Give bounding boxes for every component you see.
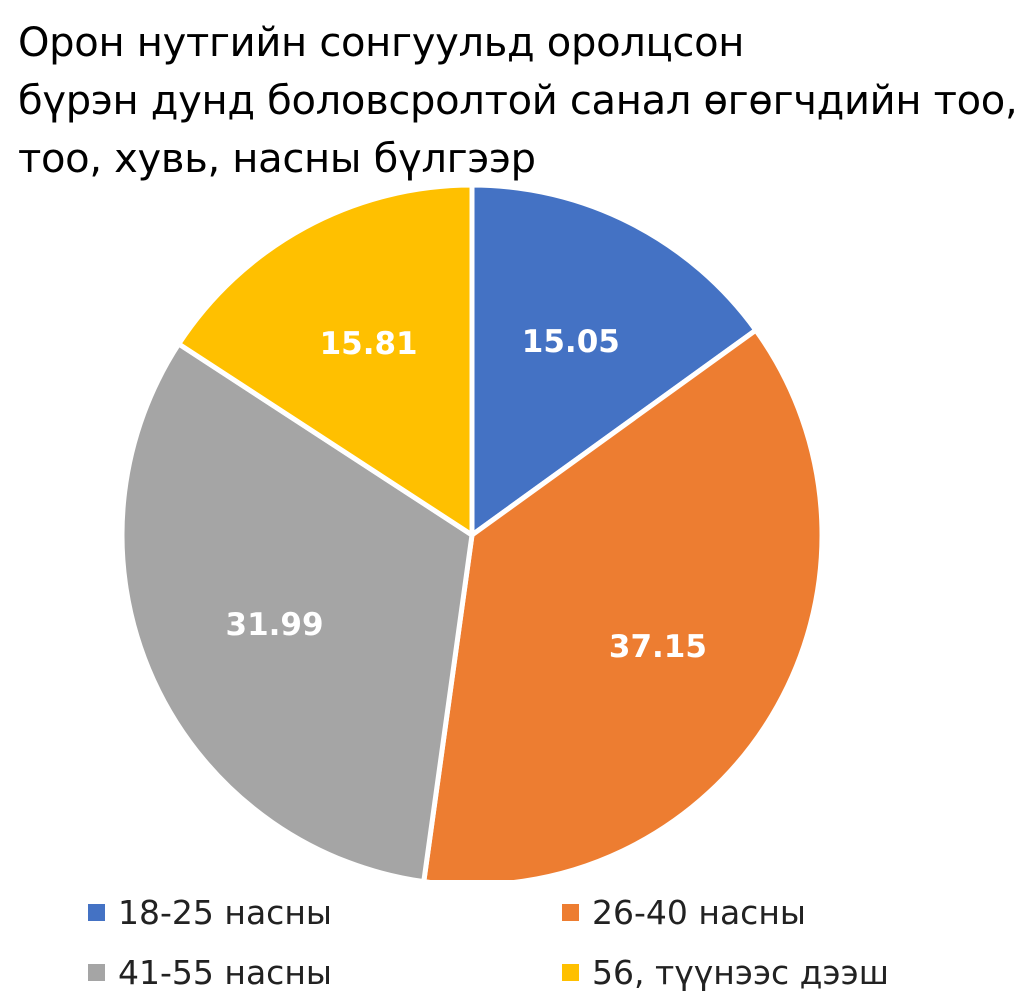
legend-swatch-41-55 — [88, 963, 105, 981]
slice-26-40 — [421, 327, 825, 880]
chart-legend: 18-25 насны 26-40 насны 41-55 насны 56, … — [0, 880, 1035, 1001]
slice-18-25 — [469, 182, 759, 538]
chart-title: Орон нутгийн сонгуульд оролцсон бүрэн ду… — [18, 14, 1028, 188]
legend-label-56-plus: 56, түүнээс дээш — [592, 952, 889, 992]
chart-title-line-2: бүрэн дунд боловсролтой санал өгөгчдийн … — [18, 78, 1018, 124]
legend-swatch-18-25 — [88, 903, 105, 921]
legend-swatch-56-plus — [562, 963, 579, 981]
legend-item-26-40: 26-40 насны — [562, 882, 806, 942]
slice-41-55-label: 31.99 — [226, 607, 324, 643]
chart-title-line-3: тоо, хувь, насны бүлгээр — [18, 136, 536, 182]
slice-56-plus-label: 15.81 — [320, 326, 418, 362]
slice-41-55 — [119, 341, 475, 880]
legend-swatch-26-40 — [562, 903, 579, 921]
legend-label-41-55: 41-55 насны — [118, 952, 332, 992]
legend-item-41-55: 41-55 насны — [88, 942, 332, 1002]
slice-26-40-label: 37.15 — [609, 629, 707, 665]
slice-56-plus — [176, 182, 475, 538]
legend-item-56-plus: 56, түүнээс дээш — [562, 942, 889, 1002]
legend-label-18-25: 18-25 насны — [118, 892, 332, 932]
legend-item-18-25: 18-25 насны — [88, 882, 332, 942]
legend-label-26-40: 26-40 насны — [592, 892, 806, 932]
chart-title-line-1: Орон нутгийн сонгуульд оролцсон — [18, 20, 745, 66]
pie-chart: 15.05 37.15 31.99 15.81 — [119, 182, 825, 880]
slice-18-25-label: 15.05 — [522, 324, 620, 360]
